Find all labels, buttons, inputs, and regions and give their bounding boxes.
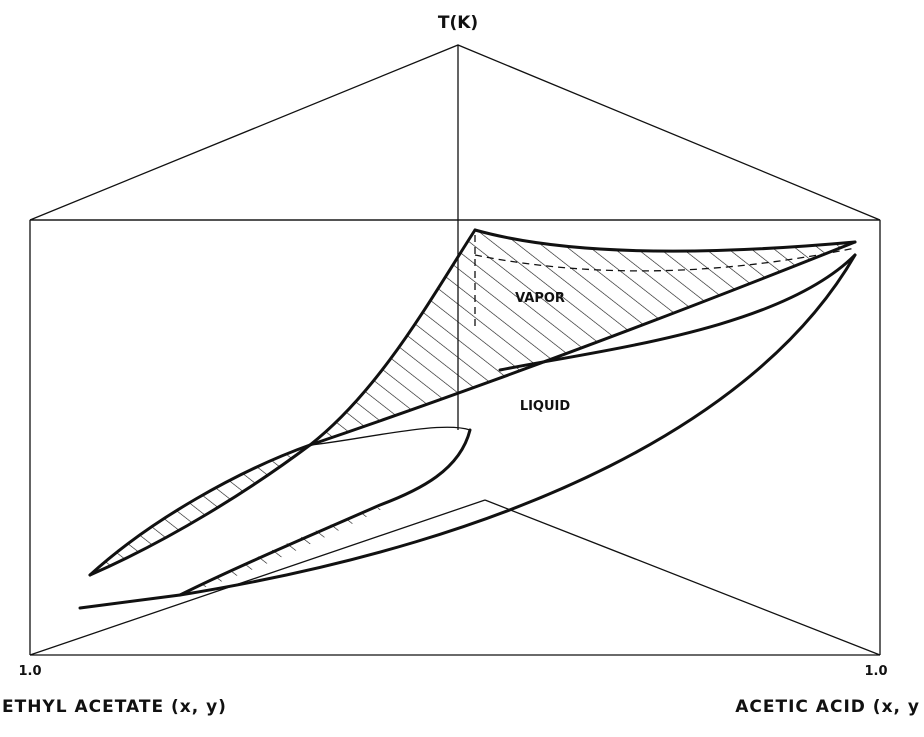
ethyl-acetate-axis-label: ETHYL ACETATE (x, y) xyxy=(2,697,227,717)
acetic-acid-axis-label: ACETIC ACID (x, y xyxy=(735,697,920,717)
temperature-axis-label: T(K) xyxy=(438,13,478,33)
vapor-label: VAPOR xyxy=(515,291,565,306)
liquid-surface xyxy=(78,253,857,610)
liquid-label: LIQUID xyxy=(520,399,571,414)
vapor-surface xyxy=(308,228,857,447)
lower-lens xyxy=(88,443,312,577)
left-corner-label: 1.0 xyxy=(18,664,41,679)
prism-frame xyxy=(29,44,881,656)
right-corner-label: 1.0 xyxy=(864,664,887,679)
